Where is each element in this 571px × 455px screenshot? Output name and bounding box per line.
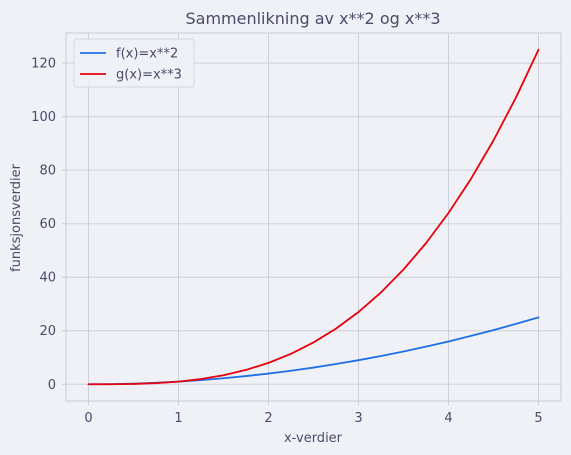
x-tick-label: 2 (264, 411, 272, 426)
x-tick-label: 1 (174, 411, 182, 426)
y-tick-label: 60 (39, 217, 56, 232)
legend-label-2: g(x)=x**3 (116, 68, 182, 83)
x-tick-label: 0 (84, 411, 92, 426)
grid (66, 33, 561, 401)
plot-area (66, 33, 561, 401)
x-axis-label: x-verdier (284, 431, 343, 446)
y-axis-ticks: 0 20 40 60 80 100 120 (31, 57, 66, 393)
y-tick-label: 80 (39, 164, 56, 179)
y-tick-label: 100 (31, 110, 56, 125)
x-tick-label: 5 (534, 411, 542, 426)
series-line-2 (87, 48, 540, 386)
chart-title: Sammenlikning av x**2 og x**3 (185, 9, 440, 28)
y-axis-label: funksjonsverdier (9, 163, 24, 272)
y-tick-label: 40 (39, 271, 56, 286)
x-axis-ticks: 0 1 2 3 4 5 (84, 401, 543, 426)
y-tick-label: 120 (31, 57, 56, 72)
x-tick-label: 3 (354, 411, 362, 426)
legend-box (73, 38, 195, 88)
series-lines (87, 48, 540, 386)
legend-label-1: f(x)=x**2 (116, 47, 178, 62)
y-tick-label: 0 (48, 378, 56, 393)
y-tick-label: 20 (39, 324, 56, 339)
x-tick-label: 4 (444, 411, 452, 426)
plot-frame (65, 32, 562, 402)
legend: f(x)=x**2 g(x)=x**3 (73, 38, 195, 88)
